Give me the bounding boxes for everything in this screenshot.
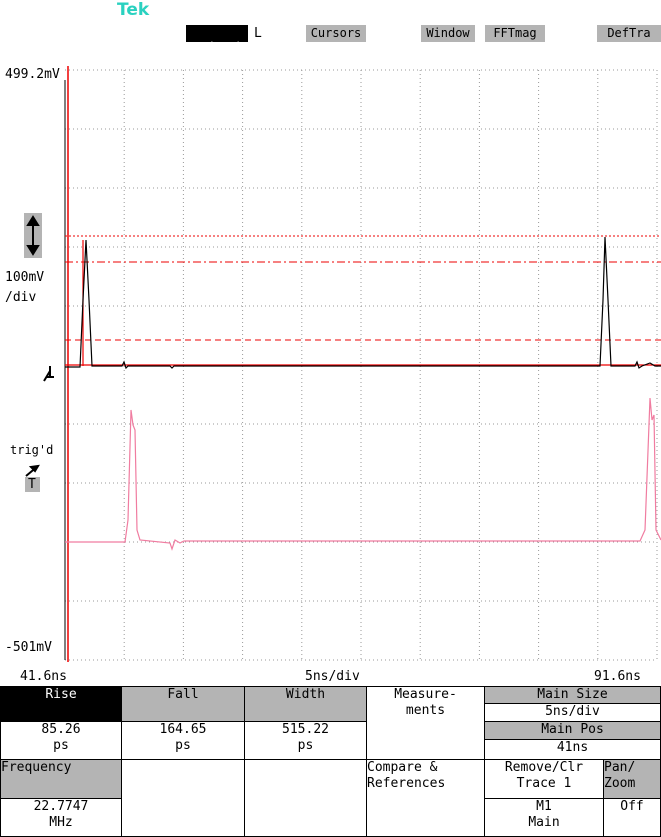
unit: MHz — [49, 815, 73, 830]
x-end: 91.6ns — [594, 669, 641, 684]
value: 85.26 — [41, 722, 81, 737]
trigger-arrow — [25, 464, 40, 477]
rise-tab[interactable]: Rise — [0, 686, 122, 722]
arrow-button[interactable] — [186, 25, 248, 56]
unit: ps — [53, 738, 69, 753]
button-label: L — [254, 26, 262, 41]
top-label: 499.2mV — [5, 67, 60, 82]
scale-unit: /div — [5, 290, 37, 305]
line: Trace 1 — [516, 776, 572, 791]
empty-cell — [244, 759, 367, 837]
line: Remove/Clr — [504, 760, 584, 775]
scale-label: 100mV — [5, 270, 45, 285]
remove-title[interactable]: Remove/Clr Trace 1 — [484, 759, 604, 799]
line: Compare & — [367, 760, 438, 775]
main-pos-value: 41ns — [484, 739, 661, 760]
title: Rise — [45, 687, 77, 702]
cursors-button[interactable]: Cursors — [306, 25, 366, 42]
rise-value: 85.26 ps — [0, 721, 122, 760]
pan-title[interactable]: Pan/Zoom — [603, 759, 661, 799]
trace-1 — [65, 236, 661, 370]
fall-tab[interactable]: Fall — [121, 686, 245, 722]
unit: ps — [175, 738, 191, 753]
title: Fall — [167, 687, 199, 702]
trigger-label: trig'd — [10, 443, 54, 457]
title: Width — [285, 687, 326, 702]
updown-icon — [26, 215, 40, 256]
x-scale: 5ns/div — [305, 669, 360, 684]
main-size-title[interactable]: Main Size — [484, 686, 661, 704]
line: Measure- — [394, 687, 457, 702]
remove-value: M1 Main — [484, 798, 604, 837]
value: 22.7747 — [33, 799, 89, 814]
line: Pan/ — [604, 760, 636, 775]
main-size-value: 5ns/div — [484, 703, 661, 722]
frequency-tab[interactable]: Frequency — [0, 759, 122, 799]
width-value: 515.22 ps — [244, 721, 367, 760]
frequency-value: 22.7747 MHz — [0, 798, 122, 837]
bottom-label: -501mV — [5, 640, 52, 655]
fall-value: 164.65 ps — [121, 721, 245, 760]
pan-value: Off — [603, 798, 661, 837]
title: Frequency — [1, 760, 72, 775]
fftmag-button[interactable]: FFTmag — [485, 25, 545, 42]
window-button[interactable]: Window — [421, 25, 475, 42]
empty-cell — [121, 759, 245, 837]
value: 515.22 — [282, 722, 329, 737]
x-start: 41.6ns — [20, 669, 67, 684]
line: ments — [405, 703, 446, 718]
ground-marker — [43, 366, 54, 382]
unit: ps — [297, 738, 314, 753]
line: M1 — [536, 799, 552, 814]
trigger-source: T — [28, 477, 36, 492]
measurements-button[interactable]: Measure-ments — [366, 686, 485, 760]
value: 164.65 — [159, 722, 207, 737]
line: Main — [528, 815, 560, 830]
trace-2 — [65, 397, 661, 551]
width-tab[interactable]: Width — [244, 686, 367, 722]
arrow-icon — [201, 41, 248, 56]
line: References — [367, 776, 446, 791]
logo: Tek — [117, 0, 150, 20]
main-pos-title[interactable]: Main Pos — [484, 721, 661, 740]
trigger-box — [25, 477, 40, 492]
line: Zoom — [604, 776, 636, 791]
deftra-button[interactable]: DefTra — [597, 25, 661, 42]
compare-button[interactable]: Compare & References — [366, 759, 485, 837]
